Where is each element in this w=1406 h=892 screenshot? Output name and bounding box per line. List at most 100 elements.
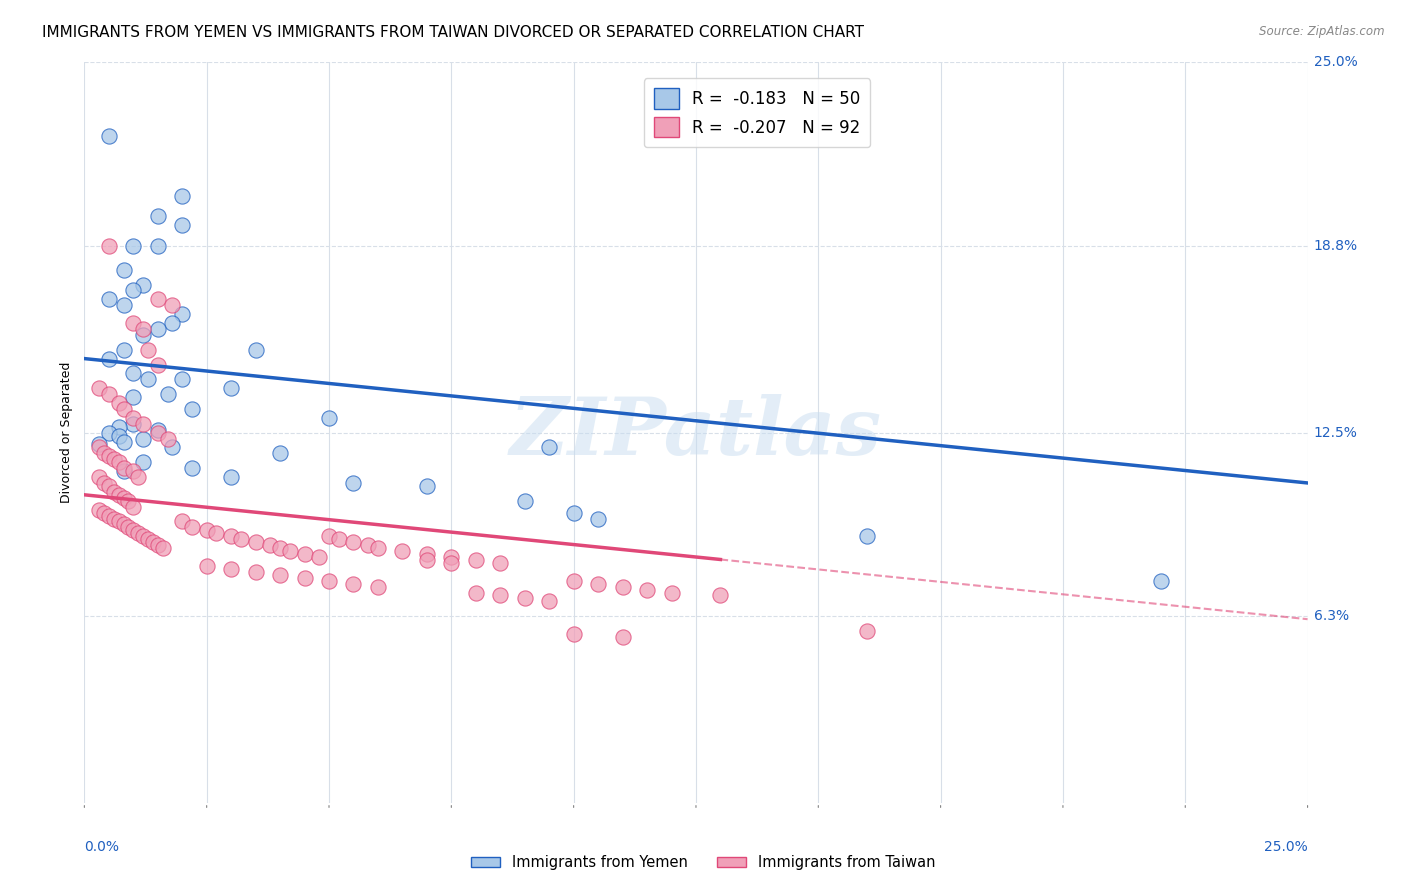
- Point: [391, 544, 413, 558]
- Point: [87, 470, 110, 484]
- Point: [513, 591, 536, 606]
- Point: [172, 188, 194, 202]
- Point: [612, 580, 634, 594]
- Point: [112, 262, 135, 277]
- Point: [172, 219, 194, 233]
- Point: [328, 533, 350, 547]
- Point: [132, 529, 155, 543]
- Point: [146, 425, 169, 440]
- Point: [278, 544, 301, 558]
- Point: [318, 529, 340, 543]
- Point: [181, 461, 204, 475]
- Point: [440, 549, 463, 564]
- Point: [318, 410, 340, 425]
- Point: [122, 417, 145, 431]
- Point: [538, 441, 561, 455]
- Point: [342, 475, 364, 490]
- Point: [112, 401, 135, 416]
- Point: [464, 553, 486, 567]
- Point: [294, 571, 316, 585]
- Point: [127, 526, 149, 541]
- Point: [146, 358, 169, 372]
- Point: [229, 533, 252, 547]
- Point: [562, 627, 585, 641]
- Point: [117, 493, 139, 508]
- Point: [107, 488, 129, 502]
- Point: [112, 491, 135, 505]
- Point: [342, 535, 364, 549]
- Point: [146, 538, 169, 552]
- Point: [172, 307, 194, 321]
- Point: [107, 428, 129, 442]
- Point: [245, 535, 267, 549]
- Point: [112, 464, 135, 478]
- Point: [219, 562, 242, 576]
- Point: [122, 367, 145, 381]
- Legend: R =  -0.183   N = 50, R =  -0.207   N = 92: R = -0.183 N = 50, R = -0.207 N = 92: [644, 78, 870, 147]
- Point: [112, 461, 135, 475]
- Point: [87, 437, 110, 451]
- Point: [103, 452, 125, 467]
- Point: [269, 567, 291, 582]
- Point: [195, 558, 218, 573]
- Point: [107, 396, 129, 410]
- Point: [489, 589, 512, 603]
- Text: 6.3%: 6.3%: [1313, 609, 1348, 624]
- Point: [132, 432, 155, 446]
- Point: [97, 425, 120, 440]
- Point: [142, 535, 165, 549]
- Point: [93, 446, 115, 460]
- Point: [562, 506, 585, 520]
- Point: [122, 524, 145, 538]
- Point: [122, 464, 145, 478]
- Point: [416, 547, 439, 561]
- Point: [122, 410, 145, 425]
- Point: [122, 500, 145, 514]
- Text: ZIPatlas: ZIPatlas: [510, 394, 882, 471]
- Point: [856, 529, 879, 543]
- Point: [122, 390, 145, 404]
- Point: [152, 541, 174, 555]
- Point: [181, 520, 204, 534]
- Point: [136, 343, 159, 357]
- Point: [318, 574, 340, 588]
- Point: [709, 589, 731, 603]
- Point: [97, 387, 120, 401]
- Point: [357, 538, 380, 552]
- Point: [112, 343, 135, 357]
- Point: [107, 515, 129, 529]
- Text: 18.8%: 18.8%: [1313, 239, 1358, 253]
- Text: 25.0%: 25.0%: [1313, 55, 1357, 70]
- Point: [146, 423, 169, 437]
- Point: [205, 526, 228, 541]
- Point: [156, 387, 179, 401]
- Point: [132, 417, 155, 431]
- Point: [87, 502, 110, 516]
- Point: [219, 470, 242, 484]
- Point: [97, 129, 120, 144]
- Point: [172, 515, 194, 529]
- Point: [489, 556, 512, 570]
- Point: [636, 582, 658, 597]
- Text: Source: ZipAtlas.com: Source: ZipAtlas.com: [1260, 25, 1385, 38]
- Point: [103, 511, 125, 525]
- Point: [269, 446, 291, 460]
- Point: [538, 594, 561, 608]
- Point: [87, 441, 110, 455]
- Point: [122, 239, 145, 253]
- Point: [93, 475, 115, 490]
- Text: 25.0%: 25.0%: [1264, 840, 1308, 854]
- Point: [97, 508, 120, 523]
- Point: [259, 538, 281, 552]
- Point: [612, 630, 634, 644]
- Point: [513, 493, 536, 508]
- Point: [269, 541, 291, 555]
- Point: [117, 520, 139, 534]
- Point: [146, 322, 169, 336]
- Point: [245, 343, 267, 357]
- Point: [112, 434, 135, 449]
- Point: [162, 441, 184, 455]
- Point: [132, 455, 155, 469]
- Point: [132, 327, 155, 342]
- Point: [97, 293, 120, 307]
